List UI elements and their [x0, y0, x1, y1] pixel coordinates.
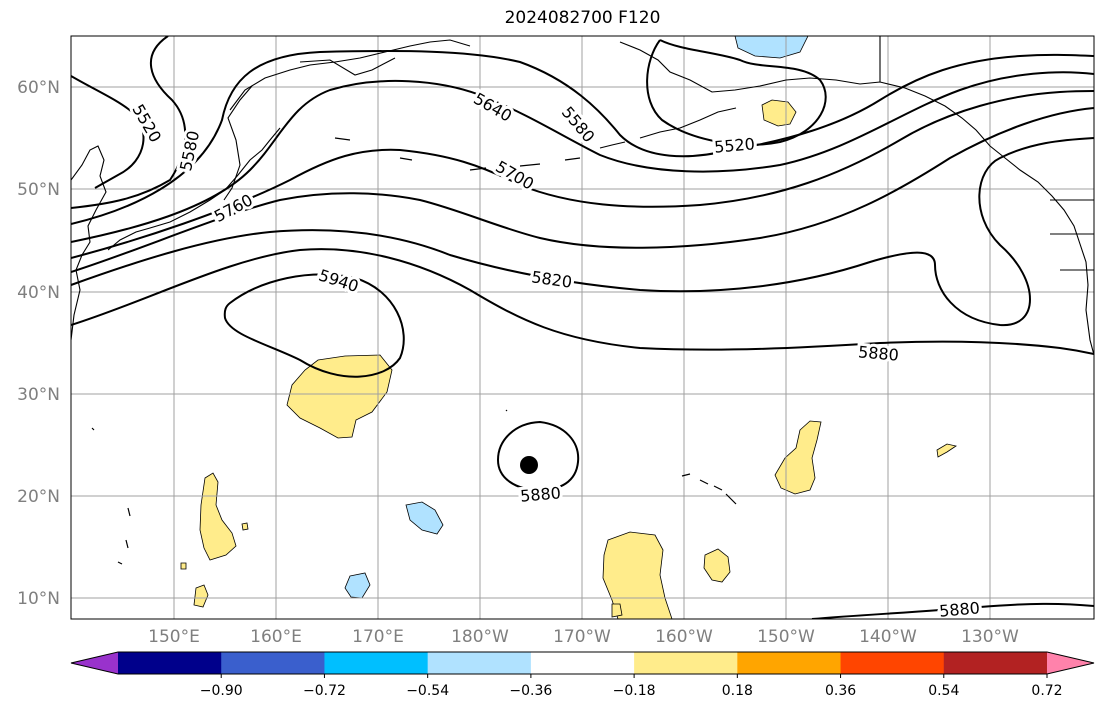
- contour-label: 5520: [713, 134, 755, 156]
- contour-5940: [223, 273, 405, 378]
- colorbar-segment: [840, 652, 945, 674]
- colorbar-segment: [427, 652, 532, 674]
- lon-label: 160°E: [250, 627, 302, 647]
- colorbar-tick-label: 0.54: [928, 683, 959, 699]
- height-contours: [71, 36, 1094, 619]
- colorbar-tick-label: 0.18: [722, 683, 753, 699]
- colorbar-tick-label: −0.72: [303, 683, 346, 699]
- lon-label: 150°E: [148, 627, 200, 647]
- colorbar-tick-label: −0.54: [406, 683, 449, 699]
- contour-5820: [71, 137, 1094, 327]
- colorbar-segments: [71, 652, 1094, 674]
- contour-5880-main: [71, 248, 1094, 355]
- colorbar-segment: [737, 652, 842, 674]
- map-border: [70, 35, 1095, 620]
- contour-5580-wave: [71, 50, 1094, 225]
- positive-anomaly-region: [611, 603, 623, 618]
- contour-5700: [71, 90, 1094, 259]
- positive-anomaly-region: [180, 562, 187, 570]
- colorbar-segment: [118, 652, 222, 674]
- islands: [91, 137, 737, 565]
- colorbar-extend-max: [1047, 652, 1094, 674]
- positive-anomaly-region: [193, 584, 209, 608]
- positive-anomaly-region: [199, 472, 237, 561]
- lon-label: 170°E: [352, 627, 404, 647]
- colorbar-tick-label: 0.36: [825, 683, 856, 699]
- map-title: 2024082700 F120: [504, 8, 661, 28]
- contour-5520-east: [646, 39, 827, 146]
- negative-anomaly-region: [734, 36, 809, 59]
- positive-anomaly-region: [241, 522, 249, 531]
- contour-5640: [71, 71, 1094, 243]
- lat-label: 60°N: [17, 78, 60, 98]
- lon-label: 140°W: [859, 627, 917, 647]
- contour-5880-closed: [496, 420, 580, 492]
- coastlines: [71, 36, 1094, 356]
- colorbar-segment: [324, 652, 429, 674]
- positive-anomaly-region: [936, 443, 958, 458]
- colorbar-ticks: −0.90 −0.72 −0.54 −0.36 −0.18 0.18 0.36 0.54 0.7…: [200, 674, 1063, 699]
- positive-anomaly-region: [761, 99, 797, 127]
- colorbar-segment: [943, 652, 1048, 674]
- colorbar-segment: [221, 652, 325, 674]
- contour-5580-west: [71, 36, 187, 209]
- longitude-labels: 150°E 160°E 170°E 180°W 170°W 160°W 150°…: [148, 627, 1019, 647]
- lon-label: 170°W: [553, 627, 611, 647]
- colorbar-extend-min: [71, 652, 118, 674]
- colorbar-tick-label: 0.72: [1031, 683, 1062, 699]
- lon-label: 130°W: [961, 627, 1019, 647]
- contour-label: 5880: [519, 483, 561, 505]
- lon-label: 180°W: [451, 627, 509, 647]
- positive-anomaly-region: [703, 548, 731, 583]
- colorbar-tick-label: −0.18: [613, 683, 656, 699]
- contour-label: 5880: [857, 342, 899, 364]
- graticule: [71, 36, 1094, 619]
- positive-anomaly-region: [602, 531, 673, 619]
- colorbar: −0.90 −0.72 −0.54 −0.36 −0.18 0.18 0.36 0.54 0.7…: [70, 651, 1095, 699]
- colorbar-tick-label: −0.36: [509, 683, 552, 699]
- lat-label: 30°N: [17, 385, 60, 405]
- colorbar-outline: [70, 651, 1095, 675]
- lat-label: 50°N: [17, 180, 60, 200]
- latitude-labels: 60°N 50°N 40°N 30°N 20°N 10°N: [17, 78, 60, 609]
- lat-label: 40°N: [17, 283, 60, 303]
- colorbar-segment: [634, 652, 738, 674]
- negative-anomaly-region: [405, 501, 444, 535]
- lat-label: 10°N: [17, 589, 60, 609]
- contour-5520-west: [71, 75, 145, 189]
- colorbar-segment: [530, 652, 635, 674]
- lon-label: 150°W: [757, 627, 815, 647]
- lat-label: 20°N: [17, 487, 60, 507]
- contour-label: 5880: [938, 598, 980, 620]
- storm-center-dot: [520, 456, 538, 474]
- lon-label: 160°W: [655, 627, 713, 647]
- contour-5880-south: [811, 602, 1094, 619]
- contour-5760: [71, 107, 1094, 273]
- colorbar-tick-label: −0.90: [200, 683, 243, 699]
